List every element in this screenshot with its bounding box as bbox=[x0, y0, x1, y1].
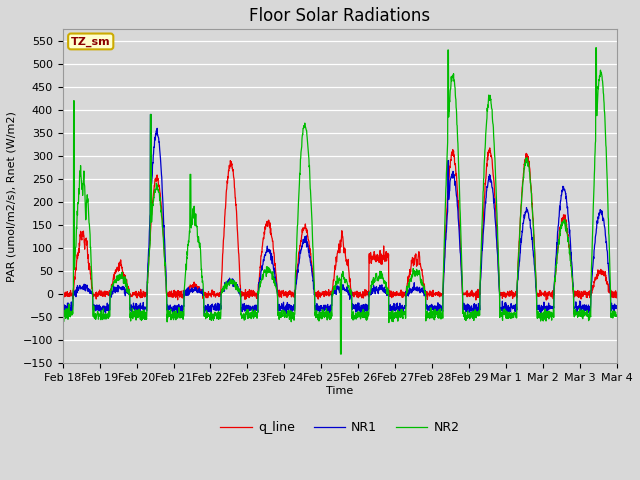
q_line bbox=[368, 254, 376, 260]
NR2 bbox=[337, 351, 344, 357]
NR2 bbox=[613, 312, 621, 318]
NR2 bbox=[213, 314, 221, 320]
NR1 bbox=[200, 313, 208, 319]
q_line bbox=[613, 293, 621, 299]
Legend: q_line, NR1, NR2: q_line, NR1, NR2 bbox=[216, 416, 465, 439]
q_line bbox=[356, 291, 364, 297]
NR2 bbox=[592, 45, 600, 50]
NR1 bbox=[502, 304, 509, 310]
NR2 bbox=[356, 312, 364, 318]
NR1 bbox=[59, 303, 67, 309]
NR2 bbox=[564, 235, 572, 240]
Line: q_line: q_line bbox=[63, 148, 617, 300]
Line: NR1: NR1 bbox=[63, 115, 617, 316]
NR1 bbox=[147, 112, 154, 118]
q_line bbox=[486, 145, 493, 151]
NR1 bbox=[214, 300, 221, 306]
NR1 bbox=[613, 303, 621, 309]
Line: NR2: NR2 bbox=[63, 48, 617, 354]
NR2 bbox=[501, 311, 509, 316]
Title: Floor Solar Radiations: Floor Solar Radiations bbox=[250, 7, 431, 25]
q_line bbox=[501, 292, 509, 298]
q_line bbox=[213, 292, 221, 298]
NR1 bbox=[369, 289, 376, 295]
q_line bbox=[580, 291, 588, 297]
NR2 bbox=[368, 278, 376, 284]
Text: TZ_sm: TZ_sm bbox=[71, 36, 111, 47]
NR2 bbox=[580, 312, 588, 318]
q_line bbox=[543, 297, 550, 303]
Y-axis label: PAR (umol/m2/s), Rnet (W/m2): PAR (umol/m2/s), Rnet (W/m2) bbox=[7, 111, 17, 282]
NR1 bbox=[580, 309, 588, 314]
NR2 bbox=[59, 316, 67, 322]
NR1 bbox=[356, 310, 364, 315]
q_line bbox=[59, 293, 67, 299]
q_line bbox=[564, 238, 572, 244]
X-axis label: Time: Time bbox=[326, 386, 353, 396]
NR1 bbox=[564, 218, 572, 224]
